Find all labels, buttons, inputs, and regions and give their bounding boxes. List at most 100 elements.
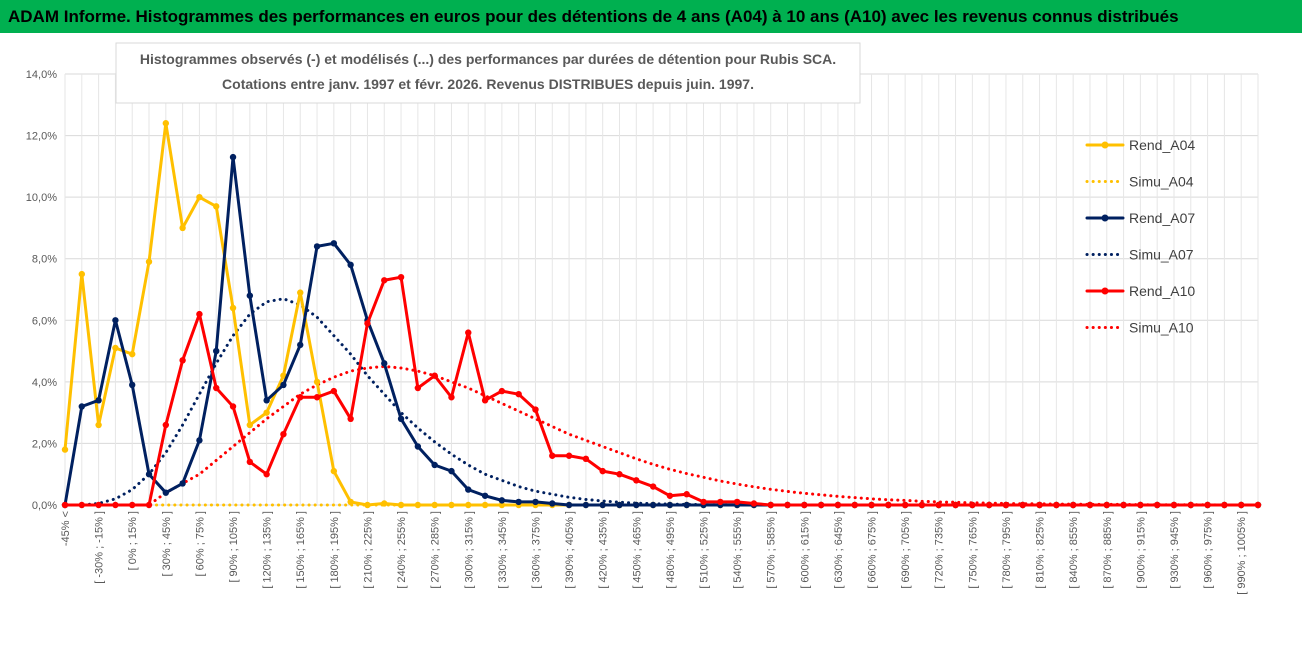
x-tick-label: [ 0% ; 15% ] (127, 511, 139, 570)
data-point (952, 501, 959, 509)
x-tick-label: [ 720% ; 735% ] (934, 511, 946, 589)
data-point (364, 320, 371, 327)
x-tick-label: -45% < (60, 511, 72, 546)
data-point (347, 498, 354, 506)
data-point (918, 501, 926, 509)
data-point (465, 501, 472, 509)
data-point (431, 501, 438, 509)
x-tick-label: [ 930% ; 945% ] (1169, 511, 1181, 589)
x-tick-label: [ 840% ; 855% ] (1068, 511, 1080, 589)
data-point (515, 390, 522, 398)
data-point (465, 486, 472, 493)
data-point (1002, 501, 1010, 509)
data-point (448, 467, 455, 475)
data-point (733, 498, 741, 506)
legend-label: Rend_A04 (1129, 137, 1195, 153)
legend-label: Simu_A07 (1129, 247, 1194, 263)
data-point (532, 406, 539, 413)
chart-title: Histogrammes observés (-) et modélisés (… (140, 51, 836, 67)
data-point (145, 258, 153, 265)
data-point (129, 501, 136, 509)
series-rend-a04 (61, 120, 1262, 509)
data-point (532, 498, 539, 506)
data-point (1187, 501, 1194, 509)
data-point (229, 304, 237, 312)
series-line (63, 297, 1260, 507)
data-point (112, 317, 119, 324)
data-point (700, 498, 707, 506)
y-tick-label: 0,0% (32, 500, 57, 512)
data-point (162, 421, 170, 429)
data-point (414, 501, 422, 509)
data-point (381, 360, 388, 367)
data-point (397, 273, 405, 281)
x-tick-label: [ 630% ; 645% ] (833, 511, 845, 589)
data-point (448, 394, 455, 401)
data-point (565, 452, 573, 459)
data-point (901, 501, 909, 509)
data-point (112, 344, 119, 352)
data-point (280, 430, 287, 438)
data-point (633, 477, 640, 484)
data-point (78, 403, 86, 410)
series-layer (61, 120, 1262, 509)
x-tick-label: [ 570% ; 585% ] (766, 511, 778, 589)
series-simu-a07 (63, 297, 1260, 507)
series-rend-a07 (61, 153, 1262, 509)
data-point (481, 397, 489, 404)
data-point (95, 397, 102, 404)
data-point (1221, 501, 1228, 509)
data-point (196, 193, 203, 201)
data-point (297, 394, 304, 401)
data-point (801, 501, 808, 509)
legend-label: Rend_A10 (1129, 283, 1195, 299)
data-point (145, 501, 153, 509)
x-tick-label: [ 900% ; 915% ] (1135, 511, 1147, 589)
data-point (414, 443, 422, 450)
data-point (633, 501, 640, 509)
legend-item-simu-a10: Simu_A10 (1085, 320, 1194, 336)
x-tick-label: [ 180% ; 195% ] (329, 511, 341, 589)
data-point (666, 492, 674, 499)
data-point (1019, 501, 1026, 509)
x-tick-label: [ 30% ; 45% ] (161, 511, 173, 576)
data-point (330, 387, 338, 395)
x-tick-label: [ 360% ; 375% ] (530, 511, 542, 589)
data-point (364, 501, 371, 509)
legend-item-simu-a07: Simu_A07 (1085, 247, 1194, 263)
data-point (431, 372, 438, 379)
data-point (498, 497, 506, 504)
data-point (817, 501, 825, 509)
x-axis: -45% < [ -30% ; -15% ] [ 0% ; 15% ] [ 30% ;… (60, 511, 1248, 595)
data-point (179, 357, 186, 364)
x-tick-label: [ 990% ; 1005% ] (1236, 511, 1248, 595)
x-tick-label: [ 510% ; 525% ] (699, 511, 711, 589)
x-tick-label: [ 750% ; 765% ] (967, 511, 979, 589)
data-point (549, 452, 556, 459)
data-point (213, 347, 220, 355)
data-point (750, 500, 758, 507)
data-point (885, 501, 892, 509)
performance-histogram-chart: 0,0% 2,0% 4,0% 6,0% 8,0% 10,0% 12,0% 14,0% -45%… (26, 42, 1262, 595)
data-point (683, 501, 690, 509)
data-point (297, 341, 304, 349)
data-point (95, 501, 102, 509)
legend-marker (1101, 214, 1109, 222)
data-point (129, 381, 136, 389)
legend-item-rend-a04: Rend_A04 (1085, 137, 1195, 153)
y-tick-label: 2,0% (32, 438, 57, 450)
data-point (313, 243, 321, 250)
legend-item-simu-a04: Simu_A04 (1085, 174, 1194, 190)
chart-subtitle: Cotations entre janv. 1997 et févr. 2026… (222, 76, 754, 92)
data-point (246, 421, 254, 429)
x-tick-label: [ 60% ; 75% ] (194, 511, 206, 576)
report-banner-title: ADAM Informe. Histogrammes des performan… (0, 0, 1302, 33)
data-point (767, 501, 774, 509)
x-tick-label: [ 450% ; 465% ] (631, 511, 643, 589)
data-point (481, 492, 489, 499)
x-tick-label: [ 150% ; 165% ] (295, 511, 307, 589)
y-axis: 0,0% 2,0% 4,0% 6,0% 8,0% 10,0% 12,0% 14,0% (26, 69, 57, 512)
data-point (78, 270, 86, 278)
data-point (481, 501, 489, 509)
data-point (582, 501, 590, 509)
